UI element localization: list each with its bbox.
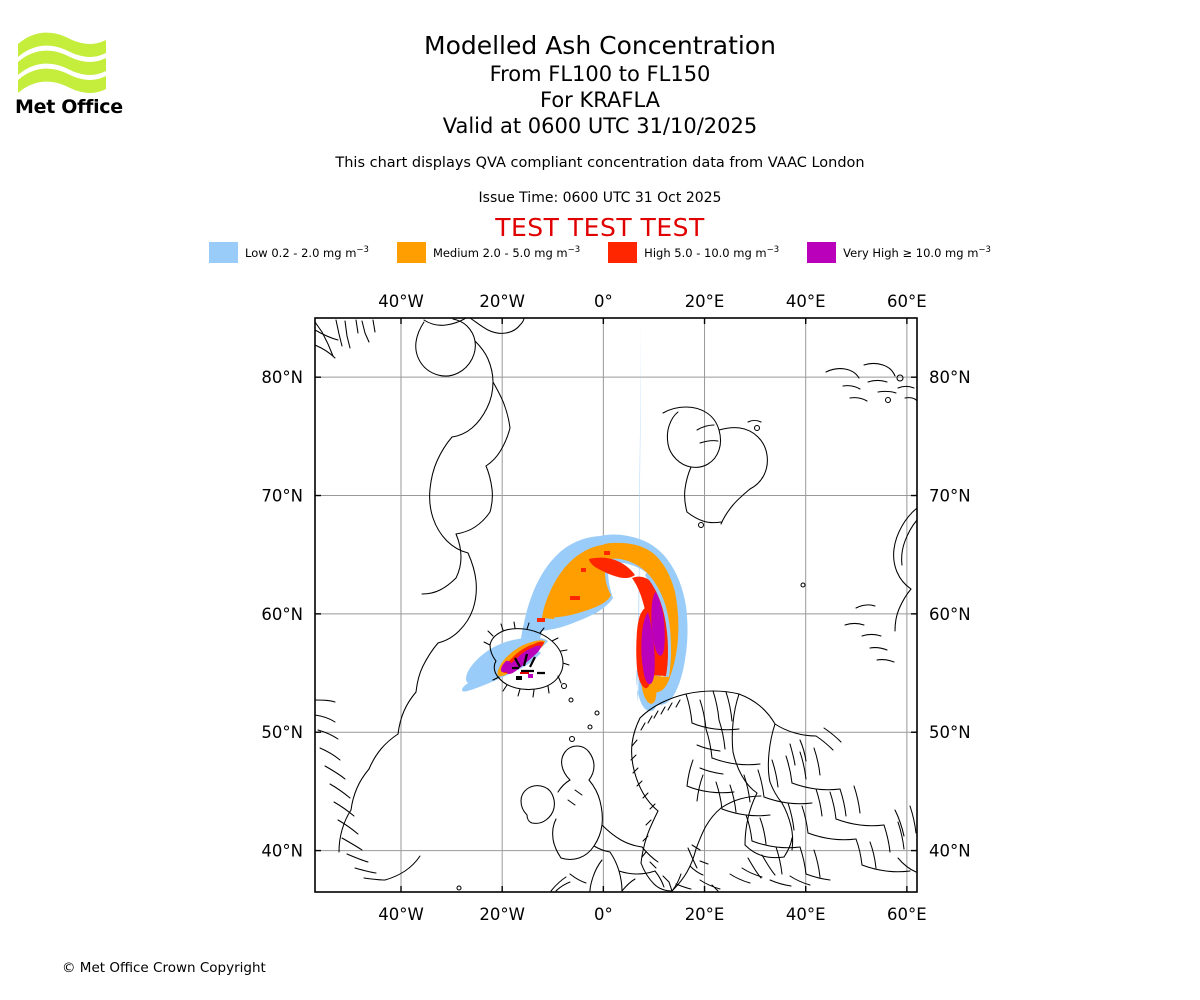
issue-time: Issue Time: 0600 UTC 31 Oct 2025 [478, 190, 722, 206]
axis-tick-label: 50°N [261, 723, 303, 742]
ash-contour-high-north-ridge [589, 557, 635, 579]
axis-tick-label: 0° [594, 905, 613, 924]
ash-contour-very-high-east-upper [651, 592, 665, 656]
axis-tick-label: 20°W [479, 905, 525, 924]
ash-contour-very-high-group [501, 592, 665, 685]
volcano-line: For KRAFLA [540, 88, 660, 112]
ash-contour-high-speck-4 [537, 618, 545, 622]
page-title: Modelled Ash Concentration [424, 31, 776, 60]
met-office-logo: Met Office [14, 24, 124, 116]
strapline: This chart displays QVA compliant concen… [335, 155, 865, 171]
coastlines [315, 318, 917, 892]
ash-contour-very-high-east [641, 612, 655, 685]
axis-tick-labels: 40°W 40°W 20°W 20°W 0° 0° 20°E 20°E 40°E 40°E 60°E… [261, 292, 970, 924]
axis-tick-label: 0° [594, 292, 613, 311]
axis-tick-label: 50°N [929, 723, 971, 742]
legend-swatch-medium [396, 242, 426, 263]
axis-tick-label: 40°E [786, 905, 826, 924]
axis-tick-label: 40°N [261, 842, 303, 861]
axis-tick-label: 70°N [261, 487, 303, 506]
ash-contour-high-speck-3 [570, 596, 580, 600]
axis-tick-label: 80°N [929, 368, 971, 387]
legend-label-medium: Medium 2.0 - 5.0 mg m−3 [432, 245, 581, 260]
legend-swatch-high [608, 242, 638, 263]
page-title-block: Modelled Ash Concentration From FL100 to… [0, 0, 1200, 139]
met-office-logo-svg: Met Office [15, 32, 123, 116]
ash-contour-very-high-iceland [501, 660, 513, 673]
axis-tick-label: 40°W [378, 292, 424, 311]
volcano-source-marker [512, 653, 545, 680]
logo-waves [18, 32, 106, 93]
axis-tick-label: 70°N [929, 487, 971, 506]
legend-item-medium: Medium 2.0 - 5.0 mg m−3 [396, 242, 581, 263]
copyright-notice: © Met Office Crown Copyright [62, 960, 266, 976]
legend-swatch-low [209, 242, 239, 263]
flight-level-line: From FL100 to FL150 [489, 62, 711, 86]
legend-item-high: High 5.0 - 10.0 mg m−3 [608, 242, 779, 263]
ash-contour-high-speck-1 [604, 551, 610, 555]
map-gridlines [315, 318, 917, 892]
axis-tick-label: 60°N [929, 605, 971, 624]
concentration-legend: Low 0.2 - 2.0 mg m−3 Medium 2.0 - 5.0 mg… [0, 242, 1200, 263]
plot-frame [314, 317, 918, 893]
axis-tick-label: 60°E [887, 292, 927, 311]
ash-contour-medium-north [547, 556, 611, 618]
legend-label-low: Low 0.2 - 2.0 mg m−3 [245, 245, 369, 260]
logo-wordmark: Met Office [15, 96, 123, 116]
plot-background [315, 318, 917, 892]
test-banner: TEST TEST TEST [495, 213, 705, 242]
axis-ticks [315, 318, 917, 892]
axis-tick-label: 20°W [479, 292, 525, 311]
axis-tick-label: 40°E [786, 292, 826, 311]
axis-tick-label: 20°E [685, 292, 725, 311]
axis-tick-label: 40°W [378, 905, 424, 924]
valid-time-line: Valid at 0600 UTC 31/10/2025 [442, 114, 758, 138]
axis-tick-label: 60°E [887, 905, 927, 924]
legend-label-very-high: Very High ≥ 10.0 mg m−3 [843, 245, 991, 260]
legend-item-very-high: Very High ≥ 10.0 mg m−3 [807, 242, 991, 263]
axis-tick-label: 20°E [685, 905, 725, 924]
legend-item-low: Low 0.2 - 2.0 mg m−3 [209, 242, 369, 263]
ash-contour-high-speck-2 [581, 568, 586, 572]
axis-tick-label: 80°N [261, 368, 303, 387]
legend-swatch-very-high [807, 242, 837, 263]
axis-tick-label: 40°N [929, 842, 971, 861]
legend-label-high: High 5.0 - 10.0 mg m−3 [644, 245, 780, 260]
axis-tick-label: 60°N [261, 605, 303, 624]
